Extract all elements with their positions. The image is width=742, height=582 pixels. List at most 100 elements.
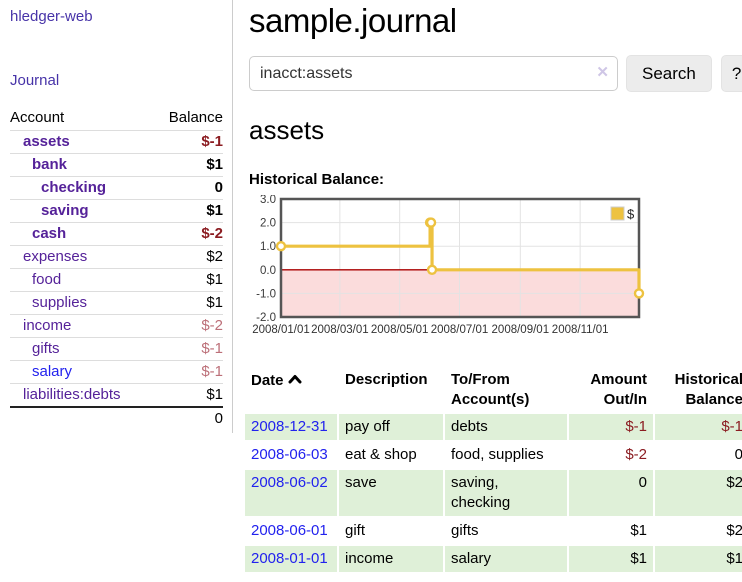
sidebar-account-link[interactable]: bank [32, 156, 68, 173]
register-header-balance: Historical Balance [674, 371, 742, 408]
sidebar-account-link[interactable]: checking [41, 179, 107, 196]
account-row: food $1 [10, 268, 223, 292]
search-button[interactable]: Search [626, 55, 712, 92]
brand-link[interactable]: hledger-web [10, 8, 93, 25]
transaction-amount: $1 [630, 522, 647, 539]
account-row: expenses $2 [10, 245, 223, 269]
transaction-description: gift [345, 522, 366, 539]
sidebar-account-link[interactable]: assets [23, 133, 70, 150]
main-content: sample.journal ✕ Search ? assets Histori… [245, 0, 742, 574]
transaction-balance: $2 [655, 470, 742, 516]
sidebar-account-link[interactable]: food [32, 271, 62, 288]
account-row: checking 0 [10, 176, 223, 200]
account-balance: $-1 [201, 363, 223, 380]
transaction-balance: $-1 [655, 414, 742, 440]
register-header-accounts: To/From Account(s) [451, 371, 530, 408]
help-button[interactable]: ? [720, 55, 742, 92]
transaction-balance: 0 [734, 446, 742, 463]
account-row: assets $-1 [10, 130, 223, 154]
clear-search-icon[interactable]: ✕ [596, 64, 609, 81]
sidebar-account-link[interactable]: gifts [32, 340, 60, 357]
register-row: 2008-01-01 income salary $1 $1 [245, 546, 742, 572]
account-balance: $1 [206, 156, 223, 173]
transaction-date-link[interactable]: 2008-06-02 [251, 474, 328, 491]
transaction-description: pay off [339, 414, 443, 440]
account-balance: $-1 [201, 340, 223, 357]
register-table: Date Description To/From Account(s) Amou… [243, 366, 742, 574]
transaction-accounts: gifts [451, 522, 479, 539]
account-row: cash $-2 [10, 222, 223, 246]
register-header-date[interactable]: Date [245, 368, 337, 412]
register-header-row: Date Description To/From Account(s) Amou… [245, 368, 742, 412]
transaction-description: save [339, 470, 443, 516]
account-heading: assets [249, 115, 325, 145]
transaction-balance: $1 [655, 546, 742, 572]
account-row: salary $-1 [10, 360, 223, 384]
svg-text:2008/11/01: 2008/11/01 [552, 324, 609, 336]
sidebar-account-link[interactable]: liabilities:debts [23, 386, 121, 403]
svg-text:3.0: 3.0 [260, 195, 276, 206]
account-balance: $-1 [201, 133, 223, 150]
transaction-accounts: salary [445, 546, 567, 572]
transaction-amount: 0 [569, 470, 653, 516]
page-title: sample.journal [249, 2, 457, 39]
account-balance: $2 [206, 248, 223, 265]
svg-text:-2.0: -2.0 [256, 312, 276, 324]
svg-text:2008/07/01: 2008/07/01 [431, 324, 489, 336]
sidebar-account-link[interactable]: income [23, 317, 72, 334]
register-row: 2008-12-31 pay off debts $-1 $-1 [245, 414, 742, 440]
register-row: 2008-06-03 eat & shop food, supplies $-2 0 [245, 442, 742, 468]
historical-balance-chart: $3.0 2.0 1.0 0.0 -1.0 -2.0 2008/01/01 2008/03/0… [249, 194, 741, 348]
register-header-description: Description [345, 371, 428, 388]
sidebar: hledger-web Journal Account Balance asse… [0, 0, 233, 433]
register-row: 2008-06-02 save saving, checking 0 $2 [245, 470, 742, 516]
accounts-total: 0 [214, 410, 223, 427]
transaction-description: eat & shop [345, 446, 417, 463]
sort-asc-icon [288, 370, 302, 390]
svg-text:0.0: 0.0 [260, 265, 276, 277]
svg-text:2008/09/01: 2008/09/01 [492, 324, 550, 336]
search-box: ✕ [249, 56, 618, 91]
svg-text:2008/03/01: 2008/03/01 [311, 324, 369, 336]
sidebar-account-link[interactable]: supplies [32, 294, 88, 311]
transaction-amount: $-1 [569, 414, 653, 440]
transaction-date-link[interactable]: 2008-06-01 [251, 522, 328, 539]
account-row: supplies $1 [10, 291, 223, 315]
transaction-balance: $2 [726, 522, 742, 539]
transaction-date-link[interactable]: 2008-01-01 [251, 550, 328, 567]
account-row: liabilities:debts $1 [10, 383, 223, 408]
account-balance: $1 [206, 202, 223, 219]
accounts-table: Account Balance assets $-1 bank $1 checking 0… [10, 106, 223, 430]
account-row: saving $1 [10, 199, 223, 223]
sidebar-account-link[interactable]: salary [32, 363, 73, 380]
transaction-accounts: debts [445, 414, 567, 440]
svg-text:2008/01/01: 2008/01/01 [252, 324, 310, 336]
accounts-header-balance: Balance [168, 109, 223, 126]
transaction-accounts: saving, checking [445, 470, 567, 516]
transaction-date-link[interactable]: 2008-12-31 [251, 418, 328, 435]
transaction-accounts: food, supplies [451, 446, 544, 463]
sidebar-account-link[interactable]: expenses [23, 248, 88, 265]
chart-title: Historical Balance: [249, 171, 385, 188]
svg-text:-1.0: -1.0 [256, 288, 276, 300]
sidebar-item-journal[interactable]: Journal [10, 72, 60, 89]
svg-text:2.0: 2.0 [260, 218, 276, 230]
svg-text:1.0: 1.0 [260, 241, 276, 253]
sidebar-account-link[interactable]: cash [32, 225, 67, 242]
transaction-date-link[interactable]: 2008-06-03 [251, 446, 328, 463]
svg-text:$: $ [627, 207, 635, 222]
account-balance: $1 [206, 386, 223, 403]
account-balance: 0 [214, 179, 223, 196]
account-balance: $-2 [201, 225, 223, 242]
accounts-header-account: Account [10, 109, 65, 126]
search-input[interactable] [249, 56, 618, 91]
register-header-amount: Amount Out/In [590, 371, 647, 408]
accounts-total-row: 0 [10, 407, 223, 430]
transaction-amount: $1 [569, 546, 653, 572]
register-row: 2008-06-01 gift gifts $1 $2 [245, 518, 742, 544]
sidebar-account-link[interactable]: saving [41, 202, 89, 219]
account-row: income $-2 [10, 314, 223, 338]
account-balance: $1 [206, 271, 223, 288]
